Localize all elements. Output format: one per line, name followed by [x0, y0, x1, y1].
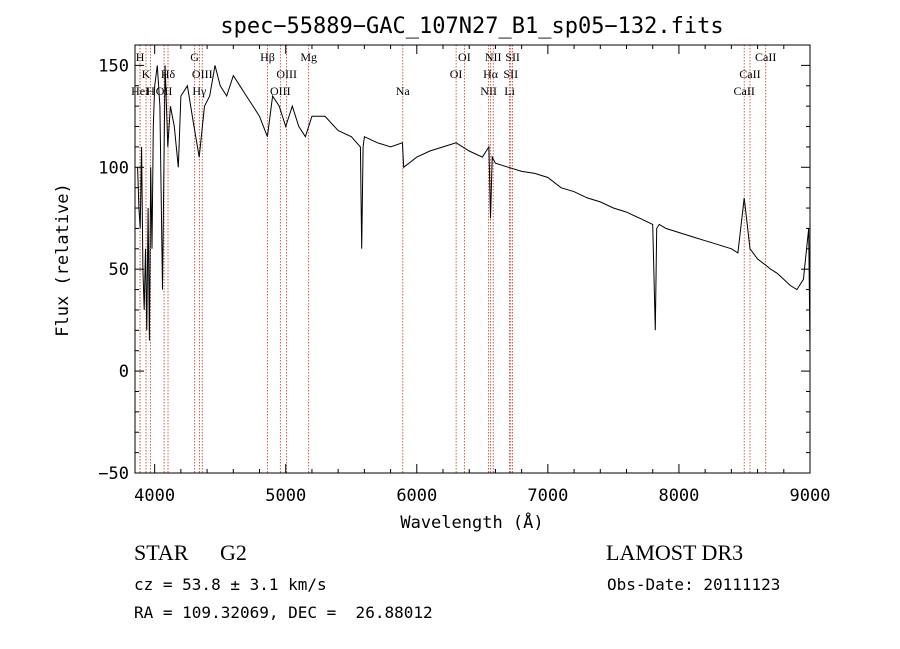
line-label-hdelta: Hδ: [161, 67, 176, 81]
spectral-line-markers: [139, 45, 767, 473]
y-tick-label: −50: [98, 464, 129, 484]
y-tick-label: 0: [119, 362, 129, 382]
line-label-caii-8498: CaII: [734, 84, 755, 98]
line-label-k: K: [142, 67, 151, 81]
coordinates-readout: RA = 109.32069, DEC = 26.88012: [134, 603, 433, 622]
plot-frame: [134, 44, 811, 474]
survey-name: LAMOST DR3: [606, 540, 744, 565]
line-label-sii-6717: SII: [503, 67, 518, 81]
line-label-h: H: [136, 50, 145, 64]
line-label-caii-8542: CaII: [739, 67, 760, 81]
chart-title: spec−55889−GAC_107N27_B1_sp05−132.fits: [220, 14, 723, 39]
line-label-oiii-5007: OIII: [276, 67, 297, 81]
x-tick-label: 6000: [396, 486, 437, 506]
line-label-caii-8662: CaII: [755, 50, 776, 64]
line-label-li: Li: [504, 84, 515, 98]
line-label-nii-6583: NII: [485, 50, 502, 64]
x-tick-label: 9000: [790, 486, 831, 506]
line-label-hbeta: Hβ: [260, 50, 275, 64]
line-label-oiii-4363: OIII: [192, 67, 213, 81]
y-axis-ticks: −50 0 50 100 150: [98, 44, 810, 484]
redshift-readout: cz = 53.8 ± 3.1 km/s: [134, 575, 327, 594]
line-label-sii-6731: SII: [505, 50, 520, 64]
observation-date: Obs-Date: 20111123: [607, 575, 781, 594]
line-label-mg: Mg: [300, 50, 317, 64]
line-label-h-ca: H: [146, 84, 155, 98]
x-tick-label: 8000: [658, 486, 699, 506]
line-label-hei: HeI: [131, 84, 149, 98]
y-tick-label: 50: [109, 260, 129, 280]
line-label-nii-6548: NII: [480, 84, 497, 98]
object-subclass: G2: [219, 540, 247, 565]
y-tick-label: 150: [98, 56, 129, 76]
y-tick-label: 100: [98, 158, 129, 178]
y-axis-label: Flux (relative): [53, 183, 73, 337]
line-label-oi-6363: OI: [458, 50, 471, 64]
x-tick-label: 4000: [134, 486, 175, 506]
x-axis-label: Wavelength (Å): [400, 511, 543, 533]
line-label-halpha: Hα: [483, 67, 499, 81]
line-label-g: G: [190, 50, 199, 64]
object-class: STAR: [134, 540, 189, 565]
x-tick-label: 7000: [527, 486, 568, 506]
x-axis-ticks: 4000 5000 6000 7000 8000 9000: [134, 45, 830, 506]
line-label-oii: OII: [156, 84, 173, 98]
spectrum-line: [137, 65, 811, 351]
line-label-hgamma: Hγ: [192, 84, 207, 98]
x-tick-label: 5000: [265, 486, 306, 506]
line-label-na: Na: [396, 84, 411, 98]
line-label-oi-6300: OI: [450, 67, 463, 81]
line-label-oiii-4959: OIII: [270, 84, 291, 98]
